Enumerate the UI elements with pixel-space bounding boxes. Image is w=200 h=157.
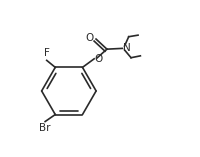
Text: N: N — [123, 43, 131, 53]
Text: F: F — [44, 49, 50, 59]
Text: O: O — [95, 54, 103, 64]
Text: O: O — [85, 33, 93, 43]
Text: Br: Br — [39, 123, 50, 133]
